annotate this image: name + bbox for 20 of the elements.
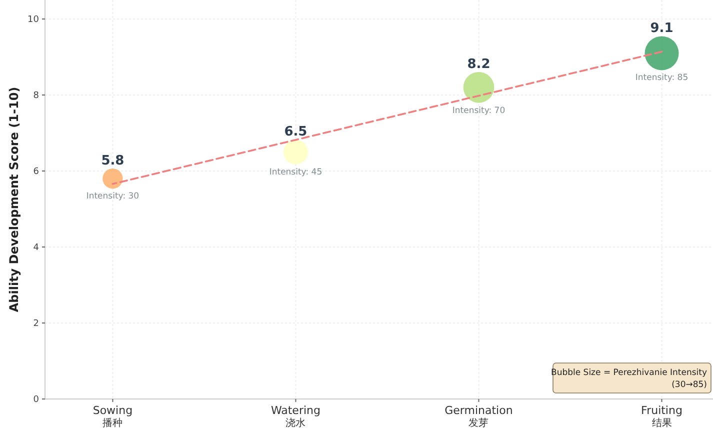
y-tick-label: 0 — [33, 395, 40, 406]
y-axis-title: Ability Development Score (1-10) — [7, 86, 21, 312]
data-label: 5.8 — [101, 154, 124, 168]
x-tick-label: Germination 发芽 — [444, 404, 513, 429]
annotation: Intensity: 85 — [635, 73, 688, 84]
y-tick-label: 8 — [33, 91, 40, 102]
data-label: 9.1 — [650, 21, 674, 36]
data-label: 8.2 — [467, 56, 490, 72]
y-tick-label: 6 — [33, 167, 40, 178]
data-label: 6.5 — [284, 124, 308, 140]
annotation: Bubble Size = Perezhivanie Intensity (30→85) — [551, 368, 707, 390]
annotation: Intensity: 70 — [452, 106, 506, 116]
x-tick-label: Fruiting 结果 — [641, 404, 682, 429]
y-tick-label: 4 — [33, 243, 40, 254]
x-tick-label: Watering 浇水 — [270, 404, 320, 429]
x-tick-label: Sowing 播种 — [92, 404, 133, 429]
y-tick-label: 10 — [28, 15, 40, 26]
y-tick-label: 2 — [33, 319, 39, 330]
annotation: Intensity: 45 — [269, 167, 322, 178]
annotation: Intensity: 30 — [86, 192, 140, 202]
